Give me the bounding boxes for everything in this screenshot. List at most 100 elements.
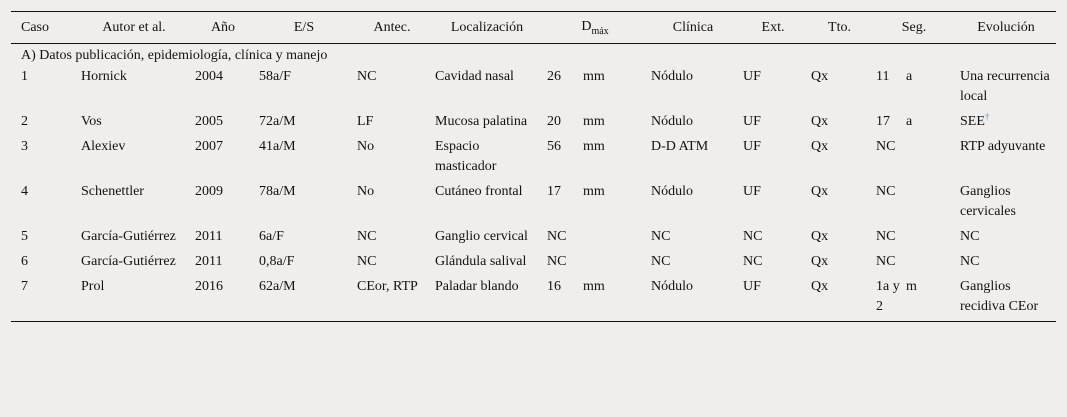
table-row: 1 Hornick 2004 58a/F NC Cavidad nasal 26 mm Nódu… xyxy=(11,64,1056,109)
cell-caso: 7 xyxy=(11,274,77,322)
antec-value: NC xyxy=(357,69,377,84)
cell-antec: CEor, RTP xyxy=(353,274,431,322)
anio-value: 2007 xyxy=(195,139,223,154)
cell-autor: Prol xyxy=(77,274,191,322)
cell-evolucion: NC xyxy=(956,224,1056,249)
caso-value: 3 xyxy=(21,139,28,154)
evol-value: NC xyxy=(960,254,980,269)
cell-antec: No xyxy=(353,134,431,179)
cell-localizacion: Espacio masticador xyxy=(431,134,543,179)
tto-value: Qx xyxy=(811,114,829,129)
clinica-value: Nódulo xyxy=(651,184,693,199)
ext-value: UF xyxy=(743,114,761,129)
tto-value: Qx xyxy=(811,139,829,154)
dmax-number: 26 xyxy=(547,69,561,84)
ext-value: UF xyxy=(743,184,761,199)
cell-autor: Hornick xyxy=(77,64,191,109)
cell-localizacion: Paladar blando xyxy=(431,274,543,322)
table-row: 7 Prol 2016 62a/M CEor, RTP Paladar blando 16 m… xyxy=(11,274,1056,322)
dmax-unit: mm xyxy=(583,279,605,294)
header-anio: Año xyxy=(210,19,236,35)
dmax-unit: mm xyxy=(583,114,605,129)
cell-clinica: Nódulo xyxy=(647,274,739,322)
loc-value: Glándula salival xyxy=(435,254,527,269)
cell-seg: NC xyxy=(872,179,956,224)
cell-caso: 1 xyxy=(11,64,77,109)
cell-autor: Vos xyxy=(77,109,191,134)
header-ext: Ext. xyxy=(761,19,785,35)
cell-ext: UF xyxy=(739,274,807,322)
es-value: 58a/F xyxy=(259,69,291,84)
loc-value: Cavidad nasal xyxy=(435,69,514,84)
cell-tto: Qx xyxy=(807,249,872,274)
dmax-unit: mm xyxy=(583,184,605,199)
cell-caso: 3 xyxy=(11,134,77,179)
footnote-dagger-link[interactable]: † xyxy=(984,111,990,122)
seg-unit: a xyxy=(906,69,913,84)
cell-anio: 2009 xyxy=(191,179,255,224)
header-autor: Autor et al. xyxy=(102,19,166,35)
cell-seg: 11 a xyxy=(872,64,956,109)
dmax-group: NC xyxy=(547,252,643,272)
cell-seg: NC xyxy=(872,249,956,274)
header-dmax-main: D xyxy=(581,18,592,34)
seg-number: 11 xyxy=(876,69,890,84)
autor-value: García-Gutiérrez xyxy=(81,229,176,244)
cell-tto: Qx xyxy=(807,64,872,109)
header-row: Caso Autor et al. Año E/S Antec. Localiz… xyxy=(11,11,1056,44)
dmax-group: 20 mm xyxy=(547,112,643,132)
cell-es: 0,8a/F xyxy=(255,249,353,274)
caso-value: 4 xyxy=(21,184,28,199)
cell-ext: UF xyxy=(739,109,807,134)
cell-tto: Qx xyxy=(807,224,872,249)
cell-autor: García-Gutiérrez xyxy=(77,249,191,274)
autor-value: Vos xyxy=(81,114,102,129)
anio-value: 2009 xyxy=(195,184,223,199)
dmax-group: NC xyxy=(547,227,643,247)
cell-dmax: 20 mm xyxy=(543,109,647,134)
antec-value: LF xyxy=(357,114,374,129)
es-value: 62a/M xyxy=(259,279,296,294)
cell-autor: Alexiev xyxy=(77,134,191,179)
caso-value: 7 xyxy=(21,279,28,294)
cell-tto: Qx xyxy=(807,274,872,322)
cell-caso: 4 xyxy=(11,179,77,224)
dmax-number: NC xyxy=(547,254,567,269)
clinica-value: Nódulo xyxy=(651,69,693,84)
evol-value: SEE xyxy=(960,114,985,129)
evol-value: RTP adyuvante xyxy=(960,139,1046,154)
seg-group: NC xyxy=(876,252,952,272)
clinica-value: NC xyxy=(651,229,671,244)
table-row: 3 Alexiev 2007 41a/M No Espacio masticador 56 m… xyxy=(11,134,1056,179)
case-table: Caso Autor et al. Año E/S Antec. Localiz… xyxy=(11,11,1056,322)
cell-anio: 2011 xyxy=(191,249,255,274)
autor-value: Hornick xyxy=(81,69,127,84)
cell-localizacion: Cavidad nasal xyxy=(431,64,543,109)
cell-ext: NC xyxy=(739,224,807,249)
tto-value: Qx xyxy=(811,69,829,84)
cell-dmax: 16 mm xyxy=(543,274,647,322)
evol-value: Ganglios recidiva CEor xyxy=(960,279,1039,314)
caso-value: 5 xyxy=(21,229,28,244)
cell-antec: NC xyxy=(353,224,431,249)
antec-value: No xyxy=(357,139,375,154)
cell-evolucion: SEE† xyxy=(956,109,1056,134)
header-evolucion: Evolución xyxy=(977,19,1035,35)
header-antec: Antec. xyxy=(373,19,411,35)
antec-value: CEor, RTP xyxy=(357,279,418,294)
cell-caso: 6 xyxy=(11,249,77,274)
cell-ext: UF xyxy=(739,179,807,224)
cell-tto: Qx xyxy=(807,134,872,179)
seg-unit: m xyxy=(906,279,917,294)
seg-group: NC xyxy=(876,227,952,247)
cell-dmax: NC xyxy=(543,224,647,249)
table-row: 4 Schenettler 2009 78a/M No Cutáneo frontal 17… xyxy=(11,179,1056,224)
cell-evolucion: RTP adyuvante xyxy=(956,134,1056,179)
cell-localizacion: Ganglio cervical xyxy=(431,224,543,249)
ext-value: UF xyxy=(743,69,761,84)
es-value: 72a/M xyxy=(259,114,296,129)
section-label: A) Datos publicación, epidemiología, clí… xyxy=(21,48,328,63)
anio-value: 2011 xyxy=(195,254,223,269)
cell-es: 72a/M xyxy=(255,109,353,134)
cell-ext: NC xyxy=(739,249,807,274)
